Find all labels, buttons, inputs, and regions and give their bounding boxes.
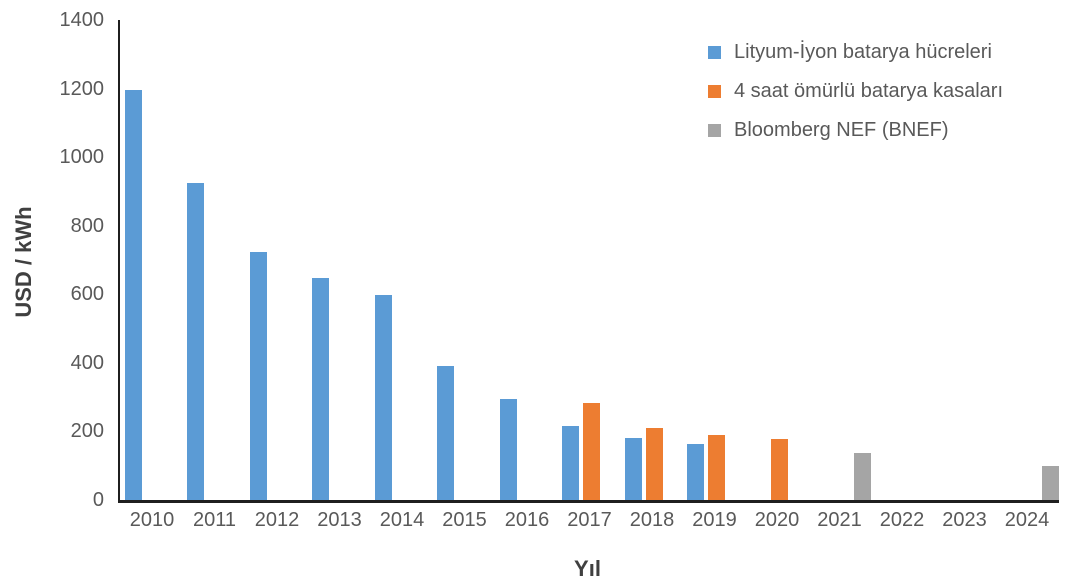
- x-tick-label-2023: 2023: [942, 509, 987, 531]
- y-tick-label-1200: 1200: [59, 77, 105, 100]
- bar-2016-series-1: [499, 398, 517, 500]
- x-tick-label-2018: 2018: [629, 509, 675, 531]
- bar-2017-series-1: [562, 425, 579, 500]
- legend-swatch-icon: [708, 46, 721, 59]
- bar-2021-series-3: [854, 453, 871, 500]
- bar-2013-series-1: [312, 277, 329, 500]
- x-tick-label-2011: 2011: [192, 509, 236, 531]
- legend-label: 4 saat ömürlü batarya kasaları: [734, 80, 1004, 102]
- x-tick-label-2010: 2010: [129, 509, 175, 531]
- legend-swatch-icon: [708, 85, 721, 98]
- bar-2014-series-1: [374, 295, 392, 500]
- y-tick-label-1400: 1400: [59, 9, 105, 31]
- x-tick-label-2017: 2017: [567, 509, 612, 531]
- x-tick-label-2019: 2019: [692, 509, 737, 531]
- legend-swatch-icon: [708, 124, 721, 137]
- legend-item-3: Bloomberg NEF (BNEF): [708, 111, 1003, 150]
- bar-2019-series-1: [687, 444, 704, 500]
- bar-2024-series-3: [1041, 466, 1059, 500]
- y-tick-label-0: 0: [92, 489, 104, 511]
- y-tick-label-1000: 1000: [59, 146, 105, 169]
- bar-2019-series-2: [708, 434, 725, 500]
- bar-2017-series-2: [583, 402, 600, 500]
- x-tick-label-2012: 2012: [254, 509, 300, 531]
- x-tick-label-2020: 2020: [754, 509, 800, 531]
- bar-2012-series-1: [249, 252, 267, 500]
- legend: Lityum-İyon batarya hücreleri 4 saat ömür…: [708, 33, 1003, 150]
- x-tick-label-2021: 2021: [817, 509, 862, 531]
- bar-2018-series-2: [645, 428, 663, 500]
- x-tick-label-2015: 2015: [442, 509, 487, 531]
- bar-2015-series-1: [437, 365, 454, 500]
- y-tick-label-800: 800: [70, 214, 104, 237]
- plot-area: [118, 20, 1059, 503]
- y-axis-title: USD / kWh: [11, 206, 36, 318]
- bar-2010-series-1: [124, 90, 142, 500]
- legend-label: Lityum-İyon batarya hücreleri: [734, 41, 992, 63]
- bar-2020-series-2: [770, 438, 788, 500]
- legend-item-1: Lityum-İyon batarya hücreleri: [708, 33, 1003, 72]
- y-tick-label-600: 600: [70, 283, 104, 306]
- bar-2018-series-1: [624, 437, 642, 500]
- y-tick-label-200: 200: [70, 420, 104, 443]
- bar-2011-series-1: [187, 183, 204, 500]
- legend-item-2: 4 saat ömürlü batarya kasaları: [708, 72, 1003, 111]
- x-tick-label-2024: 2024: [1004, 509, 1050, 531]
- x-tick-label-2013: 2013: [317, 509, 362, 531]
- legend-label: Bloomberg NEF (BNEF): [734, 119, 949, 141]
- x-axis-title: Yıl: [574, 556, 601, 580]
- y-tick-label-400: 400: [70, 351, 104, 374]
- x-tick-label-2022: 2022: [879, 509, 925, 531]
- x-tick-label-2016: 2016: [504, 509, 550, 531]
- x-tick-label-2014: 2014: [379, 509, 425, 531]
